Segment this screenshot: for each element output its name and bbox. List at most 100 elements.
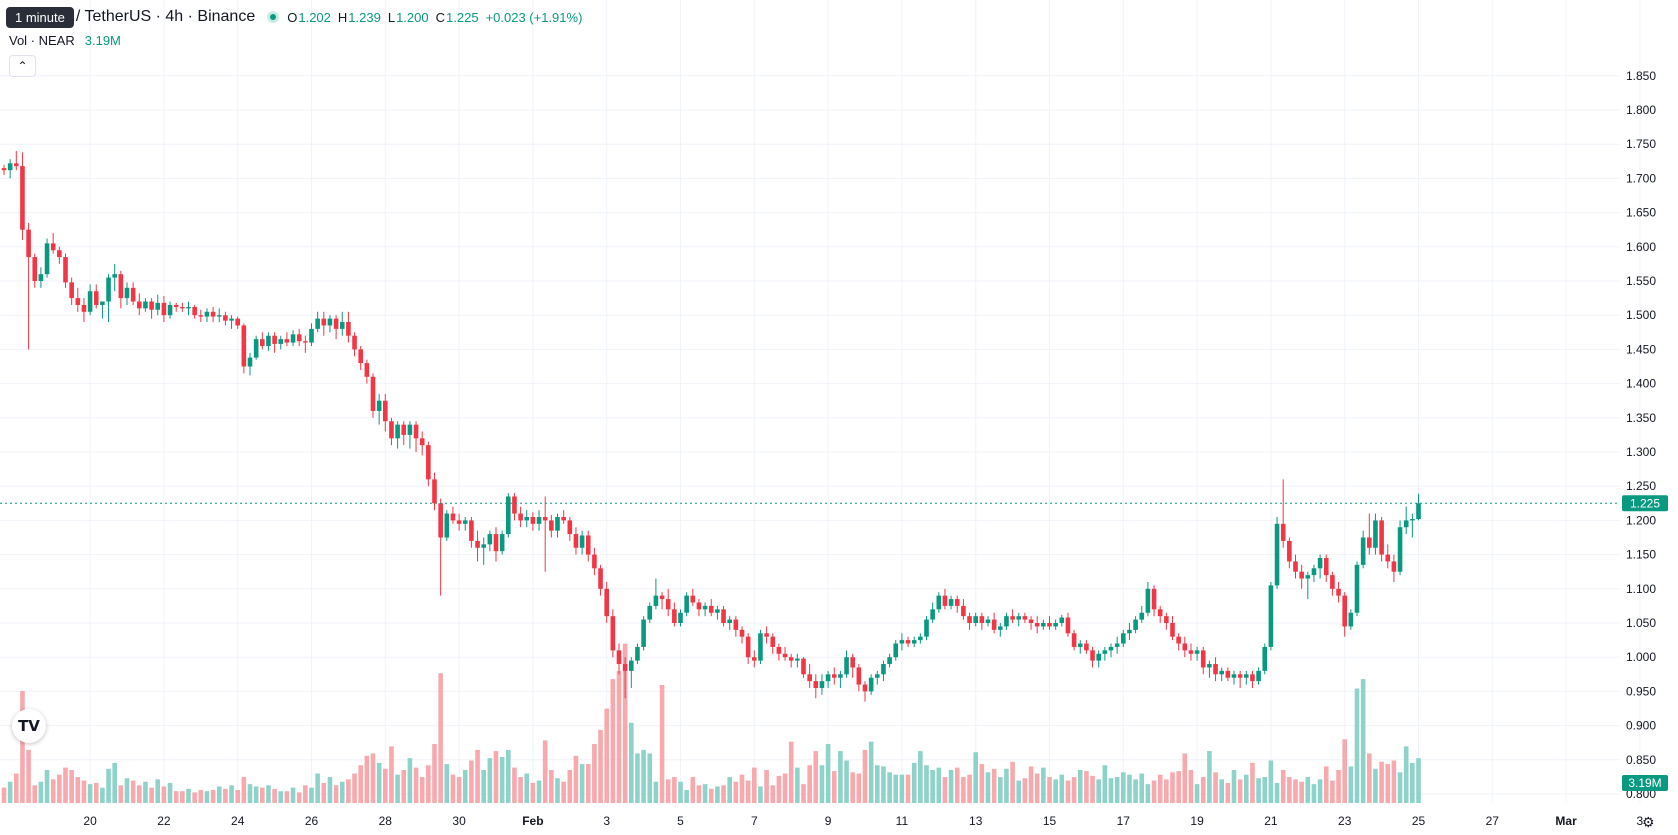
- volume-bar: [579, 764, 585, 803]
- candle-body: [493, 534, 499, 552]
- candle-body: [63, 257, 68, 283]
- price-tick-label: 1.750: [1626, 137, 1656, 151]
- volume-bar: [438, 673, 443, 803]
- volume-bar: [1403, 746, 1409, 803]
- volume-bar: [1323, 766, 1329, 803]
- volume-bar: [831, 771, 837, 803]
- volume-bar: [303, 785, 308, 803]
- tradingview-logo-icon: TV: [18, 717, 40, 735]
- candle-body: [1213, 664, 1218, 675]
- volume-bar: [1139, 773, 1145, 803]
- volume-bar: [210, 790, 216, 803]
- price-tick-label: 1.800: [1626, 103, 1656, 117]
- candle-body: [542, 516, 548, 521]
- volume-bar: [659, 685, 665, 803]
- time-tick-label: 24: [231, 814, 245, 828]
- price-axis[interactable]: 1.850 1.800 1.750 1.700 1.650 1.600 1.550 1.500…: [1626, 69, 1656, 801]
- candle-body: [733, 619, 739, 630]
- volume-bar: [727, 777, 732, 803]
- time-tick-label: 3: [1637, 814, 1644, 828]
- volume-bar: [524, 773, 530, 803]
- candle-body: [672, 609, 677, 623]
- price-tick-label: 1.500: [1626, 308, 1656, 322]
- volume-bar: [782, 773, 788, 803]
- volume-bar: [327, 777, 333, 803]
- candle-body: [1034, 623, 1040, 627]
- candle-body: [1182, 643, 1188, 651]
- volume-bar: [850, 772, 855, 803]
- volume-bar: [481, 769, 486, 803]
- candle-body: [524, 516, 530, 521]
- time-axis[interactable]: 20 22 24 26 28 30 Feb 3 5 7 9 11 13 15 17 19 21 23 25 27 Mar…: [83, 814, 1643, 828]
- candle-body: [1336, 588, 1341, 596]
- symbol-title[interactable]: / TetherUS · 4h · Binance: [75, 8, 256, 25]
- volume-bar: [844, 760, 849, 803]
- candle-body: [899, 640, 905, 644]
- time-tick-label: 25: [1412, 814, 1426, 828]
- candle-body: [383, 400, 388, 422]
- candle-body: [1280, 523, 1286, 541]
- volume-bar: [321, 782, 327, 803]
- gear-icon[interactable]: ⚙: [1642, 814, 1655, 830]
- volume-bar: [641, 749, 646, 803]
- candle-body: [1028, 619, 1034, 623]
- ohlc-close: C1.225: [435, 9, 479, 25]
- volume-bar: [75, 777, 81, 803]
- price-tick-label: 1.200: [1626, 513, 1656, 527]
- volume-bar: [788, 741, 794, 803]
- volume-bar: [647, 753, 653, 803]
- tradingview-logo[interactable]: TV: [12, 709, 46, 743]
- candle-body: [592, 554, 597, 569]
- volume-bar: [1391, 760, 1397, 803]
- volume-bar: [118, 785, 124, 803]
- volume-bar: [1262, 777, 1268, 803]
- candle-body: [585, 535, 591, 555]
- candle-body: [604, 588, 609, 617]
- volume-bar: [143, 781, 148, 803]
- volume-bar: [26, 749, 31, 803]
- volume-bar: [678, 781, 683, 803]
- candle-body: [370, 376, 376, 411]
- candle-body: [1090, 650, 1095, 661]
- candle-body: [1010, 616, 1015, 620]
- volume-bar: [542, 740, 548, 803]
- volume-bar: [881, 766, 886, 803]
- candle-body: [296, 334, 302, 342]
- collapse-legend-button[interactable]: ⌃: [9, 55, 36, 77]
- candle-body: [321, 318, 327, 326]
- volume-bar: [1287, 777, 1292, 803]
- candle-body: [456, 520, 462, 524]
- volume-bar: [198, 790, 204, 803]
- candle-body: [339, 322, 345, 329]
- candle-body: [87, 291, 93, 312]
- price-tick-label: 1.850: [1626, 69, 1656, 83]
- candle-body: [1225, 670, 1231, 678]
- candle-body: [875, 674, 880, 678]
- candle-body: [192, 306, 197, 316]
- candle-body: [1397, 527, 1403, 572]
- volume-bar: [1348, 766, 1354, 803]
- volume-bar: [1250, 762, 1255, 803]
- volume-bar: [795, 767, 800, 803]
- candle-body: [75, 298, 81, 305]
- candle-body: [44, 243, 50, 275]
- volume-legend: Vol · NEAR 3.19M: [9, 33, 121, 48]
- candle-body: [1139, 612, 1145, 620]
- volume-bar: [1360, 679, 1366, 803]
- volume-bar: [1157, 774, 1163, 803]
- candle-body: [93, 291, 99, 305]
- candle-body: [1053, 623, 1058, 627]
- candle-body: [223, 315, 228, 321]
- volume-bar: [407, 758, 413, 803]
- time-tick-label: 13: [969, 814, 983, 828]
- volume-label[interactable]: Vol · NEAR: [9, 33, 75, 48]
- volume-bar: [585, 764, 591, 803]
- volume-bar: [1121, 772, 1126, 803]
- volume-bar: [770, 785, 776, 803]
- candle-body: [137, 301, 142, 309]
- candle-body: [868, 677, 874, 692]
- volume-bar: [1170, 772, 1175, 803]
- candle-body: [1342, 595, 1347, 627]
- market-status-icon[interactable]: [267, 11, 280, 23]
